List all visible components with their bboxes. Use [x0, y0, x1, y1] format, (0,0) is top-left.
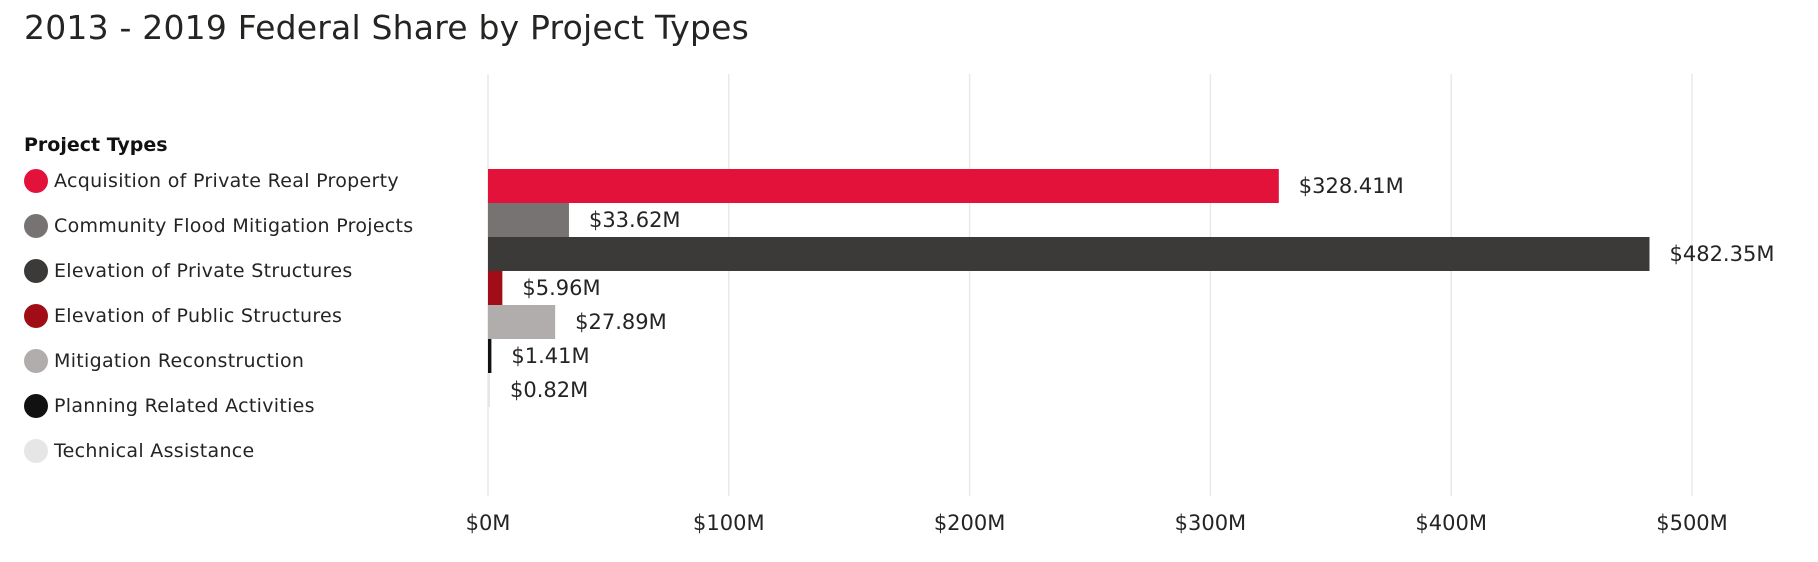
legend-item[interactable]: Acquisition of Private Real Property: [24, 158, 464, 203]
legend-marker-icon: [24, 303, 48, 328]
data-label: $5.96M: [522, 276, 600, 300]
bar: [488, 305, 556, 339]
legend-label: Planning Related Activities: [54, 394, 315, 417]
data-label: $482.35M: [1669, 242, 1774, 266]
legend-item[interactable]: Elevation of Public Structures: [24, 293, 464, 338]
legend-marker-icon: [24, 213, 48, 238]
chart-title: 2013 - 2019 Federal Share by Project Typ…: [24, 8, 749, 47]
data-label: $328.41M: [1299, 174, 1404, 198]
x-tick-label: $500M: [1656, 511, 1728, 535]
x-tick-label: $300M: [1175, 511, 1247, 535]
bar: [488, 271, 503, 305]
legend-item[interactable]: Community Flood Mitigation Projects: [24, 203, 464, 248]
legend-item[interactable]: Technical Assistance: [24, 428, 464, 473]
legend-marker-icon: [24, 393, 48, 418]
bar: [488, 237, 1650, 271]
legend-title: Project Types: [24, 134, 168, 156]
legend-label: Community Flood Mitigation Projects: [54, 214, 414, 237]
legend-item[interactable]: Mitigation Reconstruction: [24, 338, 464, 383]
bar: [488, 339, 492, 373]
legend-label: Elevation of Private Structures: [54, 259, 353, 282]
bar: [488, 203, 569, 237]
legend-marker-icon: [24, 168, 48, 193]
legend: Project Types Acquisition of Private Rea…: [24, 134, 464, 473]
legend-marker-icon: [24, 258, 48, 283]
data-label: $0.82M: [510, 378, 588, 402]
legend-item[interactable]: Elevation of Private Structures: [24, 248, 464, 293]
x-tick-label: $0M: [466, 511, 511, 535]
legend-item[interactable]: Planning Related Activities: [24, 383, 464, 428]
data-label: $33.62M: [589, 208, 681, 232]
legend-label: Elevation of Public Structures: [54, 304, 343, 327]
legend-marker-icon: [24, 438, 48, 463]
legend-label: Mitigation Reconstruction: [54, 349, 305, 372]
x-tick-label: $400M: [1415, 511, 1487, 535]
legend-label: Technical Assistance: [54, 439, 255, 462]
data-label: $27.89M: [575, 310, 667, 334]
bar: [488, 169, 1279, 203]
data-label: $1.41M: [511, 344, 589, 368]
legend-marker-icon: [24, 348, 48, 373]
bar: [488, 373, 490, 407]
legend-label: Acquisition of Private Real Property: [54, 169, 399, 192]
x-tick-label: $100M: [693, 511, 765, 535]
x-tick-label: $200M: [934, 511, 1006, 535]
